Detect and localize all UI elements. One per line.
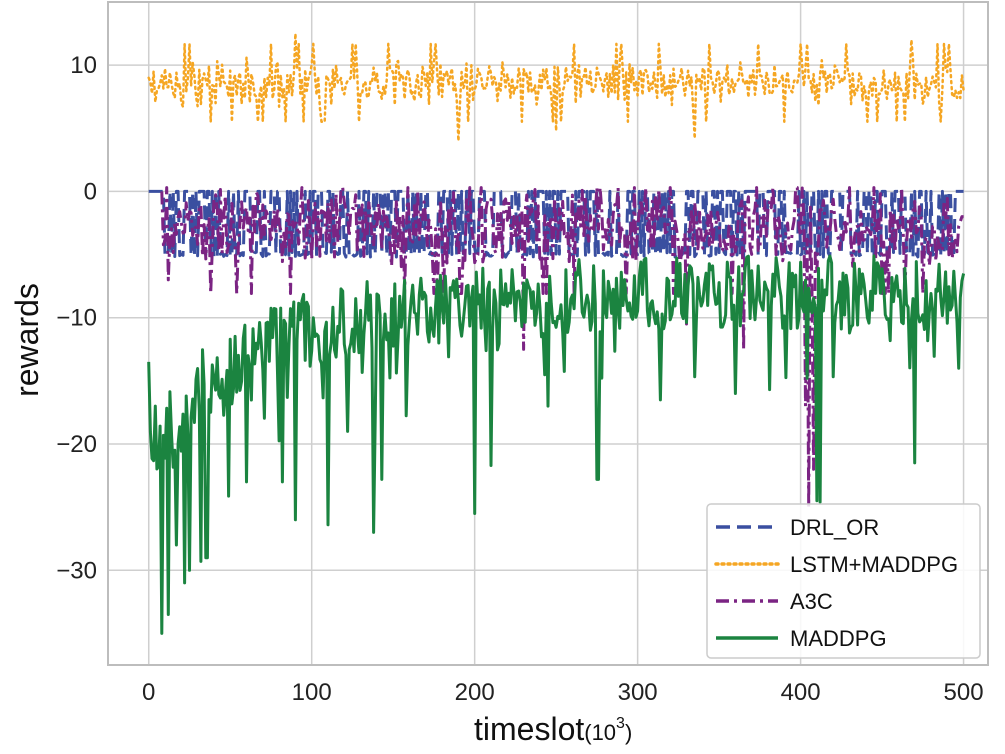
y-tick-label: 0 [84,178,97,205]
y-tick-label: 10 [70,52,97,79]
x-tick-label: 100 [292,679,332,706]
x-tick-label: 500 [944,679,984,706]
x-tick-label: 0 [142,679,155,706]
series-layer [147,32,966,635]
y-tick-label: −10 [56,305,97,332]
legend-label-drl-or: DRL_OR [790,515,879,540]
x-axis-label-close: ) [625,720,632,745]
y-tick-label: −20 [56,431,97,458]
series-line-a3c [160,186,964,509]
x-tick-label: 400 [781,679,821,706]
legend-label-a3c: A3C [790,589,833,614]
x-axis-label: timeslot(103) [474,711,632,747]
y-axis-label: rewards [9,283,45,397]
legend-label-maddpg: MADDPG [790,626,887,651]
series-line-drl-or [148,189,964,259]
legend-frame [706,503,981,659]
x-tick-label: 200 [455,679,495,706]
x-axis-label-main: timeslot [474,711,584,747]
x-axis-label-exponent: 3 [616,715,625,732]
x-tick-label: 300 [618,679,658,706]
series-line-maddpg [147,254,966,635]
x-axis-label-unit: (10 [584,720,616,745]
y-tick-label: −30 [56,557,97,584]
legend-label-lstm-maddpg: LSTM+MADDPG [790,552,958,577]
series-line-lstm-maddpg [147,32,965,143]
plot-frame [107,1,989,666]
legend: DRL_OR LSTM+MADDPG A3C MADDPG [706,503,981,659]
